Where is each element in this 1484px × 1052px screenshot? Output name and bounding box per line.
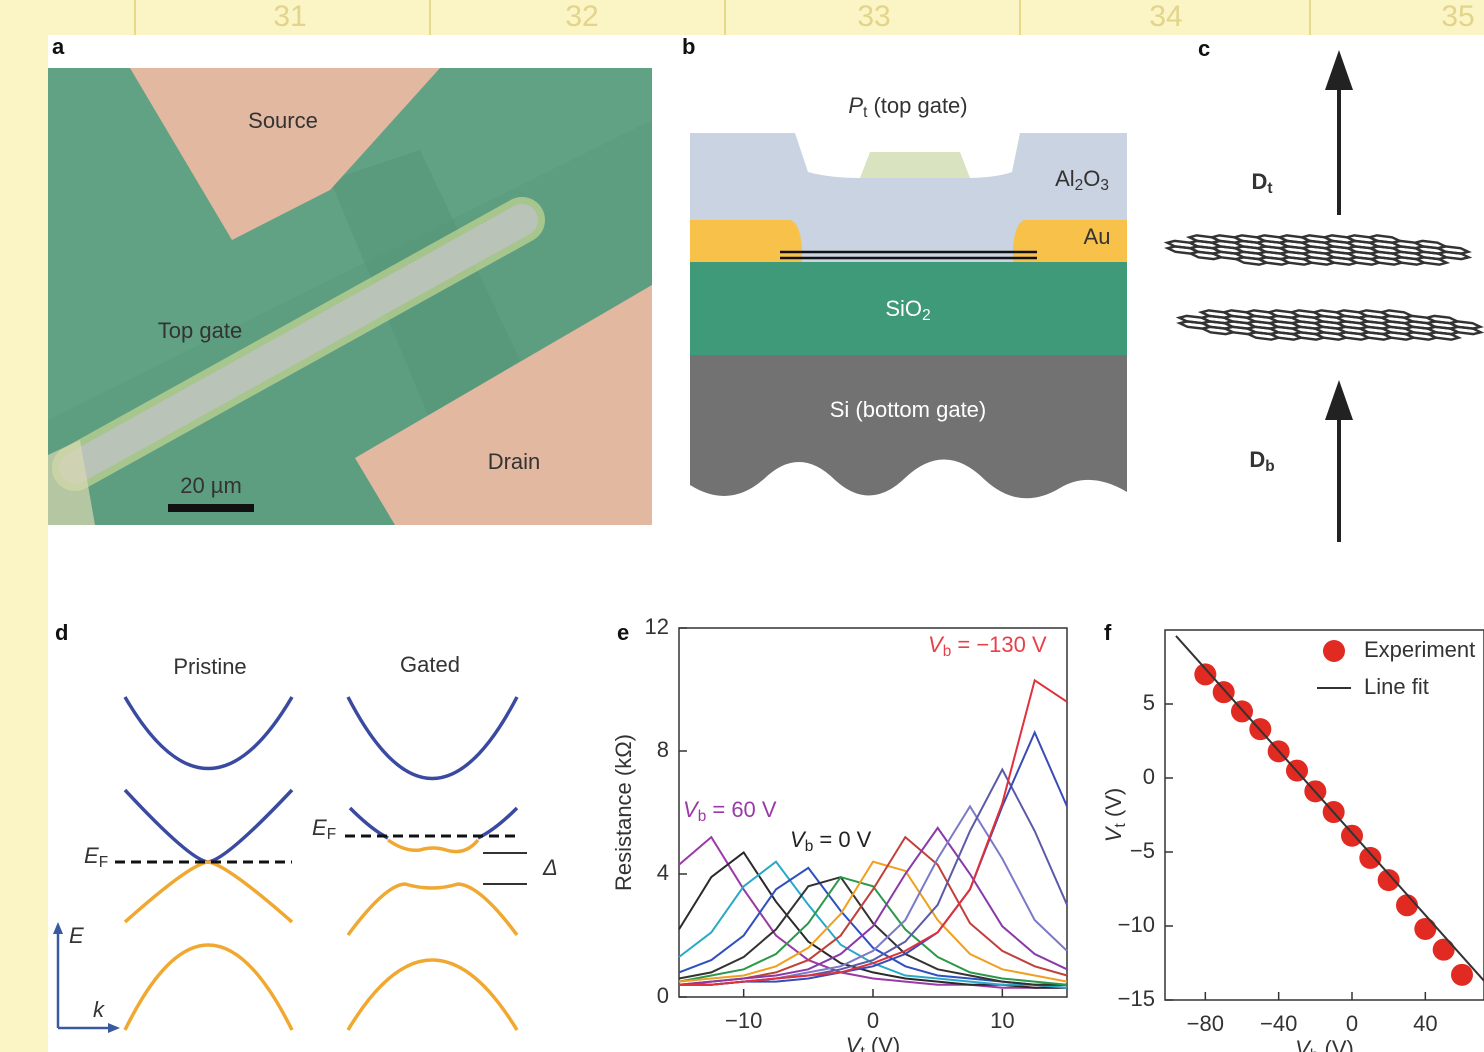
field-label-part: D <box>1249 447 1265 472</box>
panel-letter: f <box>1104 620 1112 645</box>
field-label-part: t <box>1267 180 1272 197</box>
y-axis-label: Vt (V) <box>1101 788 1129 842</box>
data-point <box>1194 663 1216 685</box>
scale-label: 20 µm <box>180 473 242 498</box>
header-number: 35 <box>1441 0 1474 33</box>
x-axis-label-part: (V) <box>865 1033 900 1052</box>
legend-label: Line fit <box>1364 674 1429 699</box>
curve-annotation-part: b <box>698 808 707 825</box>
layer-label: Au <box>1084 224 1111 249</box>
y-tick-label: 0 <box>657 983 669 1008</box>
fermi-label-part: F <box>99 854 108 871</box>
y-tick-label: 0 <box>1143 764 1155 789</box>
y-tick-label: 8 <box>657 737 669 762</box>
curve-annotation-part: = 60 V <box>706 797 777 822</box>
y-tick-label: −15 <box>1118 986 1155 1011</box>
x-tick-label: −10 <box>725 1008 762 1033</box>
data-point <box>1341 825 1363 847</box>
x-tick-label: 10 <box>990 1008 1014 1033</box>
x-tick-label: 0 <box>1346 1011 1358 1036</box>
y-tick-label: −5 <box>1130 838 1155 863</box>
layer-label-part: 3 <box>1100 177 1109 194</box>
header-number: 34 <box>1149 0 1182 33</box>
y-tick-label: 5 <box>1143 690 1155 715</box>
x-axis-label-part: (V) <box>1318 1036 1353 1052</box>
field-label-part: b <box>1265 458 1274 475</box>
band-title: Pristine <box>173 654 246 679</box>
photo-label: Top gate <box>158 318 242 343</box>
layer-label-part: Al <box>1055 166 1075 191</box>
legend-label: Experiment <box>1364 637 1475 662</box>
x-tick-label: 0 <box>867 1008 879 1033</box>
gap-label: Δ <box>542 855 558 880</box>
header-number: 32 <box>565 0 598 33</box>
curve-annotation: Vb = 0 V <box>790 827 872 855</box>
panel-letter: b <box>682 34 695 59</box>
figure: 3132333435abcdSourceTop gateDrain20 µmPt… <box>0 0 1484 1052</box>
x-tick-label: −80 <box>1187 1011 1224 1036</box>
curve-annotation-part: = 0 V <box>813 827 871 852</box>
micrograph <box>48 68 652 525</box>
axis-label: k <box>93 997 105 1022</box>
y-axis-label: Resistance (kΩ) <box>611 734 636 891</box>
x-axis-label: Vb (V) <box>1295 1036 1354 1052</box>
fermi-label-part: F <box>327 826 336 843</box>
field-label-part: D <box>1251 169 1267 194</box>
layer-label-part: 2 <box>922 307 931 324</box>
x-axis-label-part: b <box>1310 1047 1319 1052</box>
curve-annotation: Vb = 60 V <box>683 797 777 825</box>
y-tick-label: 4 <box>657 860 669 885</box>
panel-letter: e <box>617 620 629 645</box>
y-axis-label-part: (V) <box>1101 788 1126 823</box>
layer-label-part: P <box>848 93 863 118</box>
axis-label: E <box>69 923 84 948</box>
data-point <box>1414 918 1436 940</box>
photo-label: Drain <box>488 449 541 474</box>
layer-label-part: 2 <box>1075 177 1084 194</box>
panel-letter: d <box>55 620 68 645</box>
photo-label: Source <box>248 108 318 133</box>
x-tick-label: 40 <box>1413 1011 1437 1036</box>
data-point <box>1451 964 1473 986</box>
layer-label-part: (top gate) <box>867 93 967 118</box>
curve-annotation-part: = −130 V <box>951 632 1047 657</box>
y-tick-label: −10 <box>1118 912 1155 937</box>
x-tick-label: −40 <box>1260 1011 1297 1036</box>
curve-annotation-part: b <box>943 643 952 660</box>
layer-label: Si (bottom gate) <box>830 397 987 422</box>
curve-annotation-part: b <box>805 838 814 855</box>
fermi-label-part: E <box>312 815 327 840</box>
panel-letter: c <box>1198 36 1210 61</box>
panel-letter: a <box>52 34 65 59</box>
data-point <box>1396 894 1418 916</box>
x-axis-label: Vt (V) <box>846 1033 900 1052</box>
header-number: 31 <box>273 0 306 33</box>
layer-label-part: SiO <box>885 296 922 321</box>
layer-label-part: O <box>1083 166 1100 191</box>
header-number: 33 <box>857 0 890 33</box>
data-point <box>1359 847 1381 869</box>
data-point <box>1213 681 1235 703</box>
data-point <box>1378 869 1400 891</box>
data-point <box>1433 939 1455 961</box>
y-tick-label: 12 <box>645 614 669 639</box>
fermi-label-part: E <box>84 843 99 868</box>
band-title: Gated <box>400 652 460 677</box>
legend-swatch <box>1323 640 1345 662</box>
